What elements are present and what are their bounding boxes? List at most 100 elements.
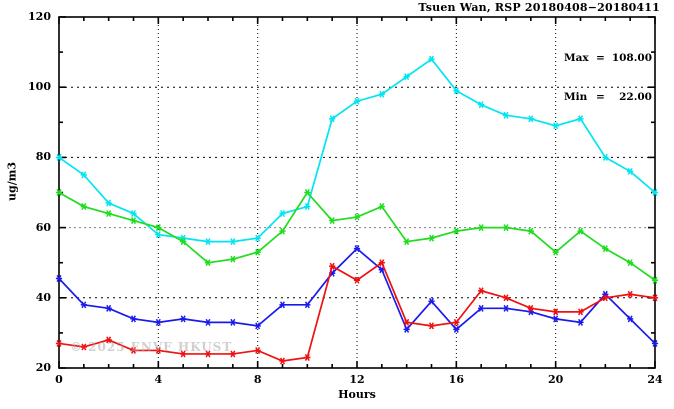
data-point-marker: [254, 322, 261, 330]
data-point-marker: [378, 259, 385, 267]
data-point-marker: [254, 346, 261, 354]
y-tick-label: 40: [35, 290, 51, 304]
data-point-marker: [229, 318, 236, 326]
data-point-marker: [478, 304, 485, 312]
min-row: Min = 22.00: [564, 91, 652, 104]
data-point-marker: [105, 199, 112, 207]
x-tick-label: 0: [55, 373, 63, 386]
data-point-marker: [279, 227, 286, 235]
data-point-marker: [651, 276, 659, 284]
data-point-marker: [602, 153, 609, 161]
data-point-marker: [180, 315, 187, 323]
y-tick-label: 100: [28, 80, 51, 94]
data-point-marker: [378, 203, 385, 211]
data-point-marker: [502, 304, 510, 312]
data-point-marker: [453, 87, 460, 95]
y-tick-label: 20: [35, 361, 51, 374]
data-point-marker: [353, 245, 361, 253]
data-point-marker: [428, 322, 435, 330]
x-tick-label: 8: [253, 373, 262, 386]
max-value: 108.00: [611, 52, 652, 64]
data-point-marker: [229, 238, 236, 246]
page-title: Tsuen Wan, RSP 20180408−20180411: [418, 1, 660, 14]
data-point-marker: [403, 73, 410, 81]
data-point-marker: [502, 111, 510, 119]
data-point-marker: [403, 325, 410, 333]
data-point-marker: [651, 294, 659, 302]
data-point-marker: [453, 227, 460, 235]
data-point-marker: [527, 227, 534, 235]
data-point-marker: [204, 259, 212, 267]
data-point-marker: [304, 301, 311, 309]
data-point-marker: [478, 224, 485, 232]
data-point-marker: [378, 90, 385, 98]
data-point-marker: [254, 248, 261, 256]
data-point-marker: [55, 153, 63, 161]
data-point-marker: [329, 115, 336, 123]
min-equals: =: [596, 91, 605, 103]
min-label: Min: [564, 91, 588, 103]
data-point-marker: [552, 315, 559, 323]
data-point-marker: [577, 227, 584, 235]
data-point-marker: [453, 318, 460, 326]
data-point-marker: [279, 210, 286, 218]
data-point-marker: [353, 213, 361, 221]
series-cyan: [55, 55, 659, 246]
data-point-marker: [552, 248, 559, 256]
data-point-marker: [627, 315, 634, 323]
data-point-marker: [204, 238, 212, 246]
data-point-marker: [577, 318, 584, 326]
data-point-marker: [627, 167, 634, 175]
data-point-marker: [577, 308, 584, 316]
data-point-marker: [577, 115, 584, 123]
data-point-marker: [478, 287, 485, 295]
data-point-marker: [130, 315, 137, 323]
data-point-marker: [180, 350, 187, 358]
data-point-marker: [155, 224, 162, 232]
max-row: Max = 108.00: [564, 52, 652, 65]
data-point-marker: [130, 346, 137, 354]
y-tick-label: 80: [35, 150, 51, 164]
data-point-marker: [527, 304, 534, 312]
series-blue: [55, 245, 659, 347]
data-point-marker: [55, 189, 63, 196]
series-red: [55, 259, 659, 365]
data-point-marker: [55, 275, 63, 282]
data-point-marker: [80, 301, 87, 309]
data-point-marker: [304, 353, 311, 361]
data-point-marker: [155, 318, 162, 326]
data-point-marker: [80, 203, 87, 211]
data-point-marker: [180, 238, 187, 246]
data-point-marker: [105, 210, 112, 218]
data-point-marker: [229, 350, 236, 358]
max-label: Max: [564, 52, 589, 64]
data-point-marker: [279, 357, 286, 365]
data-point-marker: [229, 255, 236, 263]
data-point-marker: [254, 234, 261, 242]
data-point-marker: [502, 294, 510, 302]
data-point-marker: [602, 245, 609, 253]
data-point-marker: [105, 336, 112, 344]
x-axis-label: Hours: [338, 388, 376, 401]
data-point-marker: [105, 304, 112, 312]
data-point-marker: [478, 101, 485, 109]
data-point-marker: [552, 308, 559, 316]
data-point-marker: [80, 171, 87, 179]
data-point-marker: [403, 318, 410, 326]
data-point-marker: [353, 276, 361, 284]
data-point-marker: [304, 203, 311, 211]
data-point-marker: [651, 189, 659, 196]
series-green: [55, 189, 659, 284]
data-point-marker: [204, 350, 212, 358]
data-point-marker: [130, 210, 137, 218]
data-point-marker: [155, 346, 162, 354]
data-point-marker: [155, 231, 162, 239]
data-point-marker: [428, 55, 435, 63]
y-tick-label: 120: [28, 10, 51, 23]
data-point-marker: [552, 122, 559, 130]
data-point-marker: [453, 325, 460, 333]
x-tick-label: 16: [448, 373, 464, 386]
data-point-marker: [428, 234, 435, 242]
x-tick-label: 24: [647, 373, 663, 386]
